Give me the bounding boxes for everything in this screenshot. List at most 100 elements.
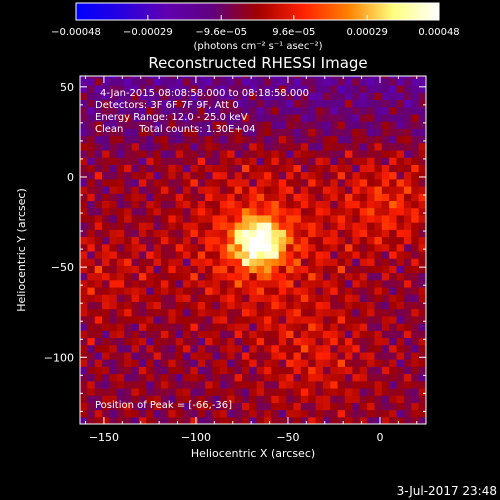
heatmap-cell: [411, 76, 420, 79]
heatmap-cell: [131, 272, 140, 281]
heatmap-cell: [124, 236, 133, 245]
heatmap-cell: [87, 344, 96, 353]
heatmap-cell: [278, 294, 287, 302]
heatmap-cell: [308, 279, 317, 288]
heatmap-cell: [183, 142, 192, 151]
heatmap-cell: [389, 409, 398, 418]
heatmap-cell: [234, 171, 243, 180]
heatmap-cell: [138, 214, 147, 223]
heatmap-cell: [227, 77, 236, 86]
heatmap-cell: [411, 85, 420, 93]
heatmap-cell: [256, 229, 265, 238]
heatmap-cell: [241, 113, 250, 122]
heatmap-cell: [308, 193, 317, 202]
heatmap-cell: [396, 149, 405, 158]
heatmap-cell: [286, 85, 295, 93]
heatmap-cell: [411, 301, 420, 310]
heatmap-cell: [315, 200, 324, 209]
heatmap-cell: [138, 229, 147, 238]
heatmap-cell: [315, 250, 324, 259]
heatmap-cell: [381, 113, 390, 122]
heatmap-cell: [87, 294, 96, 302]
heatmap-cell: [411, 142, 420, 151]
heatmap-cell: [315, 258, 324, 266]
heatmap-cell: [80, 121, 88, 129]
heatmap-cell: [241, 135, 250, 144]
heatmap-cell: [286, 294, 295, 302]
heatmap-cell: [315, 207, 324, 216]
heatmap-cell: [197, 207, 206, 216]
heatmap-cell: [345, 193, 353, 202]
heatmap-cell: [205, 315, 214, 324]
heatmap-cell: [278, 92, 287, 101]
heatmap-cell: [337, 135, 346, 144]
heatmap-cell: [352, 222, 361, 230]
heatmap-cell: [87, 301, 96, 310]
heatmap-cell: [278, 330, 287, 339]
heatmap-cell: [374, 200, 383, 209]
heatmap-cell: [389, 402, 398, 411]
heatmap-cell: [168, 323, 177, 331]
heatmap-cell: [124, 92, 133, 101]
heatmap-cell: [352, 416, 361, 424]
heatmap-cell: [381, 359, 390, 367]
heatmap-cell: [300, 250, 309, 259]
heatmap-cell: [293, 214, 302, 223]
heatmap-cell: [411, 193, 420, 202]
heatmap-cell: [241, 301, 250, 310]
heatmap-cell: [160, 222, 169, 230]
heatmap-cell: [322, 330, 331, 339]
heatmap-cell: [278, 149, 287, 158]
heatmap-cell: [219, 373, 228, 382]
heatmap-cell: [381, 229, 390, 238]
heatmap-cell: [286, 178, 295, 187]
heatmap-cell: [396, 157, 405, 165]
heatmap-cell: [102, 128, 111, 137]
heatmap-cell: [168, 121, 177, 129]
heatmap-cell: [256, 106, 265, 115]
heatmap-cell: [418, 373, 426, 382]
heatmap-cell: [190, 402, 199, 411]
heatmap-cell: [256, 308, 265, 317]
heatmap-cell: [153, 323, 162, 331]
heatmap-cell: [183, 344, 192, 353]
heatmap-cell: [80, 214, 88, 223]
heatmap-cell: [153, 416, 162, 424]
heatmap-cell: [205, 113, 214, 122]
heatmap-cell: [234, 178, 243, 187]
heatmap-cell: [94, 85, 103, 93]
heatmap-cell: [278, 351, 287, 360]
heatmap-cell: [293, 402, 302, 411]
heatmap-cell: [124, 99, 133, 108]
heatmap-cell: [403, 416, 412, 424]
heatmap-cell: [116, 337, 125, 346]
heatmap-cell: [278, 236, 287, 245]
heatmap-cell: [153, 77, 162, 86]
heatmap-cell: [278, 106, 287, 115]
heatmap-cell: [411, 308, 420, 317]
heatmap-cell: [168, 185, 177, 194]
heatmap-cell: [219, 380, 228, 389]
heatmap-cell: [411, 236, 420, 245]
heatmap-cell: [87, 113, 96, 122]
heatmap-cell: [293, 149, 302, 158]
heatmap-cell: [160, 344, 169, 353]
heatmap-cell: [271, 135, 280, 144]
heatmap-cell: [322, 85, 331, 93]
heatmap-cell: [109, 366, 118, 375]
heatmap-cell: [381, 121, 390, 129]
heatmap-cell: [94, 351, 103, 360]
heatmap-cell: [359, 258, 368, 266]
heatmap-cell: [352, 330, 361, 339]
heatmap-cell: [345, 409, 353, 418]
heatmap-cell: [330, 164, 339, 173]
heatmap-cell: [219, 344, 228, 353]
heatmap-cell: [190, 337, 199, 346]
heatmap-cell: [403, 380, 412, 389]
heatmap-cell: [403, 85, 412, 93]
heatmap-cell: [315, 315, 324, 324]
heatmap-cell: [345, 359, 353, 367]
heatmap-cell: [212, 106, 221, 115]
heatmap-cell: [293, 409, 302, 418]
heatmap-cell: [160, 99, 169, 108]
